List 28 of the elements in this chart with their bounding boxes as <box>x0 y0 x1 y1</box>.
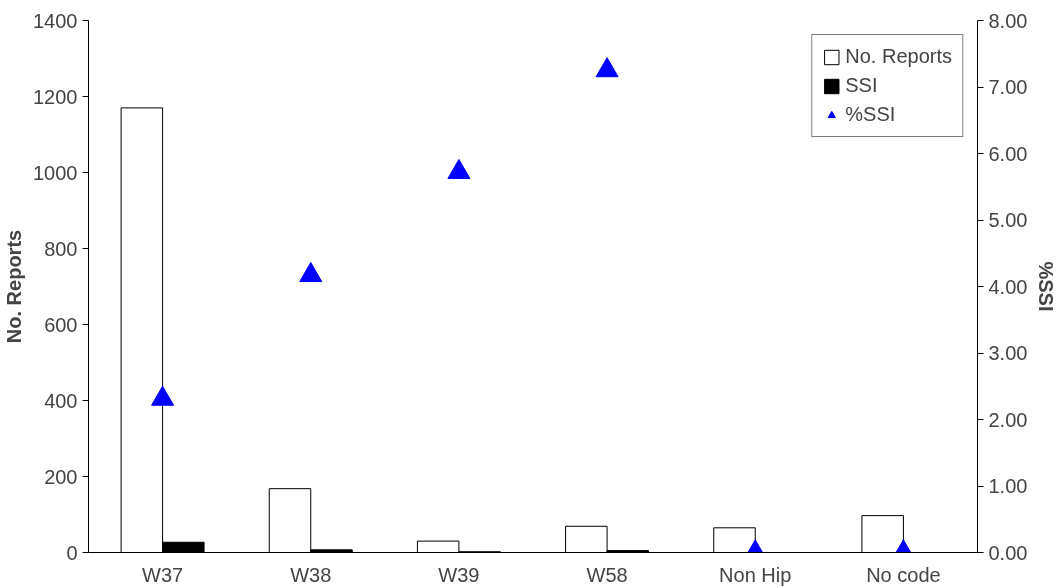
y-tick-label: 800 <box>44 237 78 260</box>
x-tick-label: W38 <box>290 563 332 586</box>
y-tick-label: 400 <box>44 389 78 412</box>
y2-tick-label: 1.00 <box>988 475 1028 497</box>
y2-tick-label: 4.00 <box>988 275 1028 298</box>
y-tick-label: 600 <box>44 313 78 336</box>
y-tick-label: 1000 <box>33 161 78 184</box>
y2-tick-label: 2.00 <box>988 408 1028 431</box>
y2-tick-label: 3.00 <box>988 342 1028 364</box>
x-tick-label: W58 <box>586 563 628 586</box>
y2-tick-label: 6.00 <box>988 142 1028 165</box>
y2-tick-label: 7.00 <box>988 76 1028 98</box>
legend-label: %SSI <box>845 103 896 126</box>
y-tick-label: 1400 <box>33 9 78 32</box>
x-tick-label: W39 <box>438 563 480 586</box>
x-tick-label: No code <box>866 563 941 586</box>
y2-tick-label: 0.00 <box>988 541 1028 564</box>
y-tick-label: 200 <box>44 465 78 488</box>
y-tick-label: 1200 <box>33 85 78 108</box>
y-tick-label: 0 <box>66 541 78 564</box>
x-tick-label: Non Hip <box>719 563 792 586</box>
y2-tick-label: 5.00 <box>988 209 1028 231</box>
y2-tick-label: 8.00 <box>988 9 1028 32</box>
y2-axis-title: %SSI <box>1035 261 1058 312</box>
legend-label: No. Reports <box>845 45 952 68</box>
x-tick-label: W37 <box>142 563 184 586</box>
y-axis-title: No. Reports <box>3 229 26 344</box>
legend-label: SSI <box>845 74 878 97</box>
